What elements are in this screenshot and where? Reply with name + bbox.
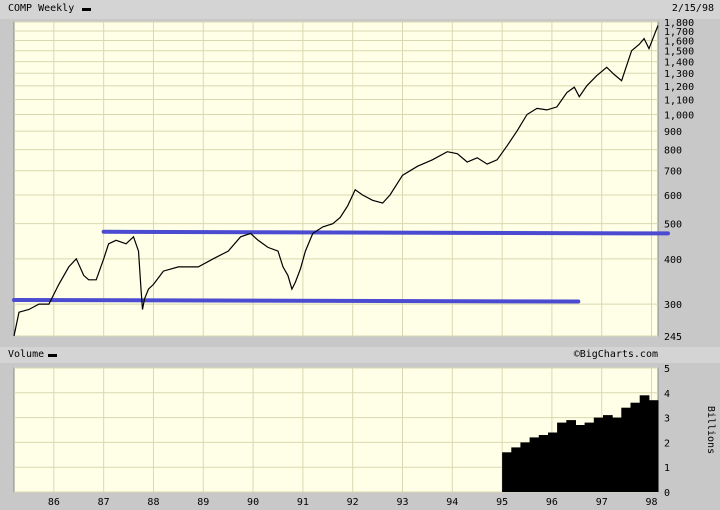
volume-chart: 0 1 2 3 4 5 86 87 88 89 90 91 92 93 94 95 96 97 98 Billio… — [13, 364, 716, 508]
volume-bar — [529, 437, 540, 492]
volume-bar — [511, 447, 521, 492]
trendline-lower — [12, 297, 581, 304]
volume-bar — [502, 452, 512, 492]
volume-bar — [566, 420, 576, 492]
price-y-tick-label: 1,800 — [664, 18, 694, 29]
x-tick-label: 97 — [596, 497, 608, 508]
symbol-label: COMP Weekly — [8, 3, 75, 14]
volume-bar — [648, 400, 659, 492]
price-y-tick-label: 1,100 — [664, 96, 694, 107]
price-y-tick-label: 1,200 — [664, 82, 694, 93]
price-y-tick-label: 900 — [664, 127, 682, 138]
price-y-tick-label: 1,500 — [664, 47, 694, 58]
price-y-tick-label: 700 — [664, 167, 682, 178]
price-y-tick-label: 1,400 — [664, 58, 694, 69]
volume-y-tick-label: 4 — [664, 389, 670, 400]
volume-y-tick-label: 2 — [664, 438, 670, 449]
volume-bar — [557, 422, 567, 492]
volume-label: Volume — [8, 349, 45, 360]
x-tick-label: 88 — [147, 497, 159, 508]
x-tick-label: 87 — [98, 497, 110, 508]
as-of-date: 2/15/98 — [671, 3, 714, 14]
price-plot-area — [13, 21, 659, 337]
volume-y-tick-label: 3 — [664, 414, 670, 425]
volume-y-tick-label: 0 — [664, 488, 670, 499]
volume-bar — [538, 435, 549, 492]
volume-legend-swatch — [48, 354, 57, 357]
volume-bar — [584, 422, 595, 492]
price-y-tick-label: 400 — [664, 255, 682, 266]
volume-bar — [548, 432, 558, 492]
price-chart: 245 300 400 500 600 700 800 900 1,000 1,100 1,200 1… — [12, 18, 694, 343]
symbol-legend-swatch — [82, 8, 91, 11]
volume-y-tick-label: 5 — [664, 364, 670, 375]
x-tick-label: 90 — [247, 497, 259, 508]
volume-bar — [593, 417, 604, 492]
x-tick-label: 94 — [446, 497, 458, 508]
x-tick-label: 89 — [197, 497, 209, 508]
trendline-upper — [101, 229, 670, 236]
price-y-tick-label: 1,300 — [664, 69, 694, 80]
volume-header-band: Volume ©BigCharts.com — [0, 347, 720, 363]
volume-bar — [639, 395, 650, 492]
price-y-tick-label: 800 — [664, 146, 682, 157]
price-y-tick-label: 1,000 — [664, 111, 694, 122]
x-tick-label: 93 — [396, 497, 408, 508]
price-header-band: COMP Weekly 2/15/98 — [0, 0, 720, 19]
volume-axis-label: Billions — [705, 406, 716, 454]
volume-bar — [612, 417, 622, 492]
price-y-tick-label: 300 — [664, 300, 682, 311]
x-tick-label: 96 — [546, 497, 558, 508]
x-tick-label: 95 — [496, 497, 508, 508]
volume-bar — [603, 415, 613, 492]
price-y-tick-label: 1,600 — [664, 37, 694, 48]
brand-label: ©BigCharts.com — [573, 349, 658, 360]
x-tick-label: 86 — [48, 497, 60, 508]
x-tick-label: 98 — [646, 497, 658, 508]
volume-y-tick-label: 1 — [664, 463, 670, 474]
price-y-tick-label: 245 — [664, 332, 682, 343]
volume-bar — [575, 425, 586, 492]
volume-bar — [520, 442, 531, 492]
price-line — [13, 25, 659, 337]
volume-bar — [621, 407, 631, 492]
volume-bar — [630, 402, 641, 492]
price-y-tick-label: 500 — [664, 220, 682, 231]
price-y-tick-label: 600 — [664, 191, 682, 202]
price-y-tick-label: 1,700 — [664, 27, 694, 38]
x-tick-label: 92 — [347, 497, 359, 508]
x-tick-label: 91 — [297, 497, 309, 508]
